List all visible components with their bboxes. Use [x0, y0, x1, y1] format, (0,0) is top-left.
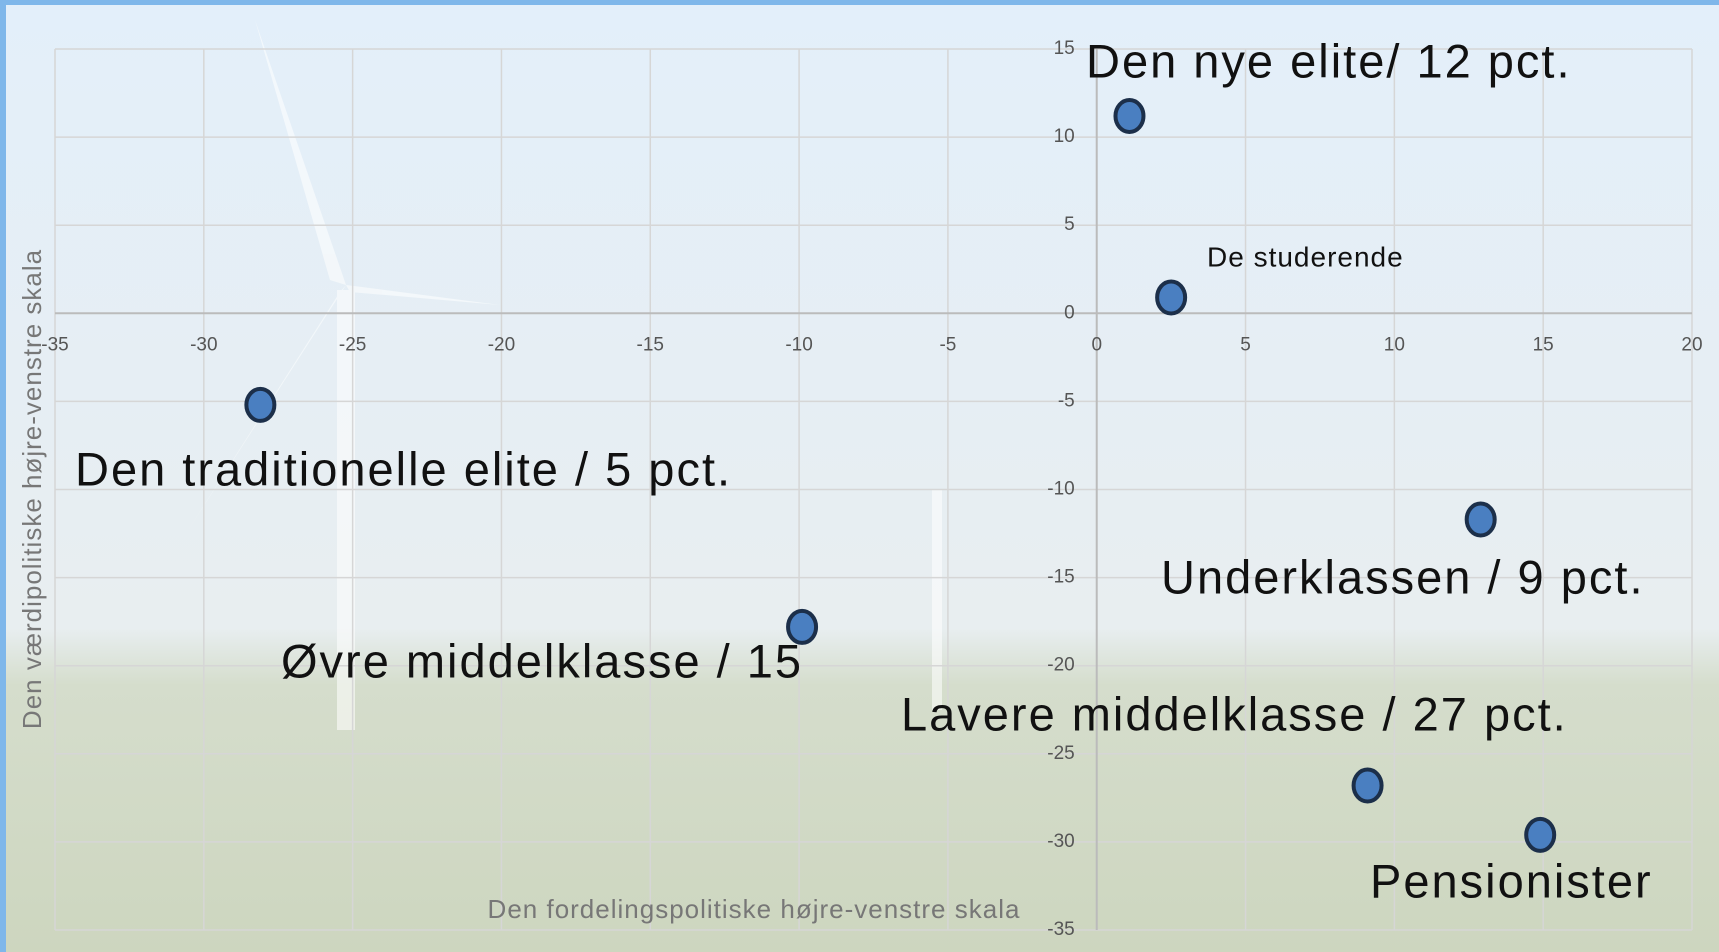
x-tick-label: 5: [1240, 334, 1251, 355]
data-label: Den traditionelle elite / 5 pct.: [75, 442, 732, 495]
y-tick-label: -30: [1047, 831, 1074, 852]
x-tick-label: -10: [785, 334, 812, 355]
x-axis-title: Den fordelingspolitiske højre-venstre sk…: [488, 894, 1021, 924]
x-tick-label: 10: [1384, 334, 1405, 355]
x-tick-label: -25: [339, 334, 366, 355]
data-label: Lavere middelklasse / 27 pct.: [901, 687, 1568, 740]
left-border: [0, 0, 6, 952]
y-tick-label: 15: [1054, 38, 1075, 59]
point: [1354, 770, 1382, 802]
point: [1467, 503, 1495, 535]
x-tick-label: -15: [637, 334, 664, 355]
point: [1157, 281, 1185, 313]
x-tick-label: 15: [1533, 334, 1554, 355]
y-tick-label: 10: [1054, 126, 1075, 147]
point: [1526, 819, 1554, 851]
chart: -35-30-25-20-15-10-505101520-35-30-25-20…: [0, 0, 1719, 952]
y-tick-label: 0: [1064, 302, 1075, 323]
point: [246, 389, 274, 421]
x-tick-label: 0: [1091, 334, 1102, 355]
y-tick-label: -5: [1058, 390, 1075, 411]
x-tick-label: -5: [939, 334, 956, 355]
y-tick-label: -35: [1047, 919, 1074, 940]
top-border: [0, 0, 1719, 5]
y-tick-label: -15: [1047, 567, 1074, 588]
data-label: Pensionister: [1370, 854, 1653, 907]
y-tick-label: -25: [1047, 743, 1074, 764]
data-label: Den nye elite/ 12 pct.: [1086, 34, 1572, 87]
x-tick-label: -20: [488, 334, 515, 355]
data-label: Underklassen / 9 pct.: [1161, 550, 1645, 603]
x-tick-label: -30: [190, 334, 217, 355]
data-label: De studerende: [1207, 241, 1404, 272]
y-tick-label: 5: [1064, 214, 1075, 235]
y-tick-label: -20: [1047, 655, 1074, 676]
point: [1115, 100, 1143, 132]
y-tick-label: -10: [1047, 479, 1074, 500]
data-label: Øvre middelklasse / 15: [281, 634, 803, 687]
x-tick-label: 20: [1681, 334, 1702, 355]
y-axis-title: Den værdipolitiske højre-venstre skala: [17, 249, 47, 729]
